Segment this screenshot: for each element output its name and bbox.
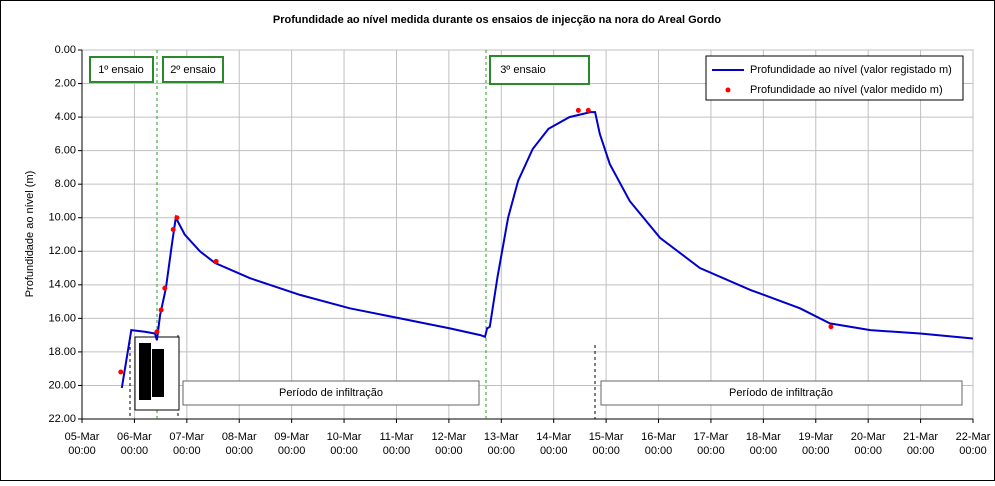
x-tick-label: 15-Mar 00:00 bbox=[589, 431, 624, 457]
annotation: 1º ensaio bbox=[98, 64, 144, 76]
y-tick-label: 0.00 bbox=[55, 44, 76, 56]
y-tick-label: 10.00 bbox=[48, 212, 76, 224]
chart-title: Profundidade ao nível medida durante os … bbox=[273, 14, 722, 26]
legend: Profundidade ao nível (valor registado m… bbox=[705, 55, 964, 101]
data-point bbox=[154, 329, 160, 335]
plot-area bbox=[81, 49, 974, 420]
x-tick-label: 21-Mar 00:00 bbox=[903, 431, 938, 457]
x-tick-label: 19-Mar 00:00 bbox=[798, 431, 833, 457]
annotation: Período de infiltração bbox=[279, 387, 383, 399]
x-tick-label: 17-Mar 00:00 bbox=[694, 431, 729, 457]
x-tick-label: 10-Mar 00:00 bbox=[327, 431, 362, 457]
x-tick-label: 06-Mar 00:00 bbox=[117, 431, 152, 457]
x-tick-label: 08-Mar 00:00 bbox=[222, 431, 257, 457]
x-tick-label: 09-Mar 00:00 bbox=[274, 431, 309, 457]
annotation: 3º ensaio bbox=[500, 64, 546, 76]
x-tick-label: 18-Mar 00:00 bbox=[746, 431, 781, 457]
annotation-box bbox=[489, 55, 590, 85]
x-tick-label: 20-Mar 00:00 bbox=[851, 431, 886, 457]
legend-label: Profundidade ao nível (valor medido m) bbox=[750, 84, 943, 96]
y-tick-label: 14.00 bbox=[48, 279, 76, 291]
x-tick-label: 11-Mar 00:00 bbox=[379, 431, 413, 457]
y-tick-label: 4.00 bbox=[55, 111, 76, 123]
data-point bbox=[585, 107, 591, 113]
x-tick-label: 16-Mar 00:00 bbox=[641, 431, 676, 457]
x-tick-label: 05-Mar 00:00 bbox=[65, 431, 100, 457]
annotation-box bbox=[600, 380, 963, 406]
x-tick-label: 14-Mar 00:00 bbox=[536, 431, 571, 457]
icon-bar bbox=[152, 349, 164, 397]
grid: 0.00 2.00 4.00 6.00 8.00 10.00 12.00 14.00 16.00… bbox=[48, 44, 990, 457]
annotation-box bbox=[89, 56, 154, 83]
y-tick-label: 16.00 bbox=[48, 312, 76, 324]
data-line bbox=[120, 111, 974, 389]
y-tick-label: 20.00 bbox=[48, 379, 76, 391]
y-axis-label: Profundidade ao nível (m) bbox=[24, 171, 36, 298]
data-point bbox=[170, 226, 176, 232]
y-tick-label: 12.00 bbox=[48, 245, 76, 257]
y-tick-label: 8.00 bbox=[55, 178, 76, 190]
data-point bbox=[575, 107, 581, 113]
annotation-box bbox=[182, 380, 480, 406]
data-point bbox=[162, 285, 168, 291]
data-point bbox=[158, 307, 164, 313]
data-point bbox=[174, 215, 180, 221]
annotation: 2º ensaio bbox=[170, 64, 216, 76]
x-tick-label: 13-Mar 00:00 bbox=[484, 431, 519, 457]
data-point bbox=[828, 324, 834, 330]
y-tick-label: 18.00 bbox=[48, 346, 76, 358]
x-tick-label: 12-Mar 00:00 bbox=[431, 431, 466, 457]
x-tick-label: 22-Mar 00:00 bbox=[956, 431, 991, 457]
legend-box bbox=[705, 55, 964, 101]
marks bbox=[118, 107, 974, 389]
icon-bar bbox=[139, 343, 151, 400]
legend-swatch bbox=[725, 87, 731, 93]
y-tick-label: 6.00 bbox=[55, 145, 76, 157]
data-point bbox=[118, 369, 124, 375]
data-point bbox=[213, 258, 219, 264]
legend-label: Profundidade ao nível (valor registado m… bbox=[750, 64, 952, 76]
annotation-box bbox=[162, 56, 224, 83]
annotation: Período de infiltração bbox=[729, 387, 833, 399]
y-tick-label: 22.00 bbox=[48, 413, 76, 425]
y-tick-label: 2.00 bbox=[55, 77, 76, 89]
x-tick-label: 07-Mar 00:00 bbox=[169, 431, 204, 457]
